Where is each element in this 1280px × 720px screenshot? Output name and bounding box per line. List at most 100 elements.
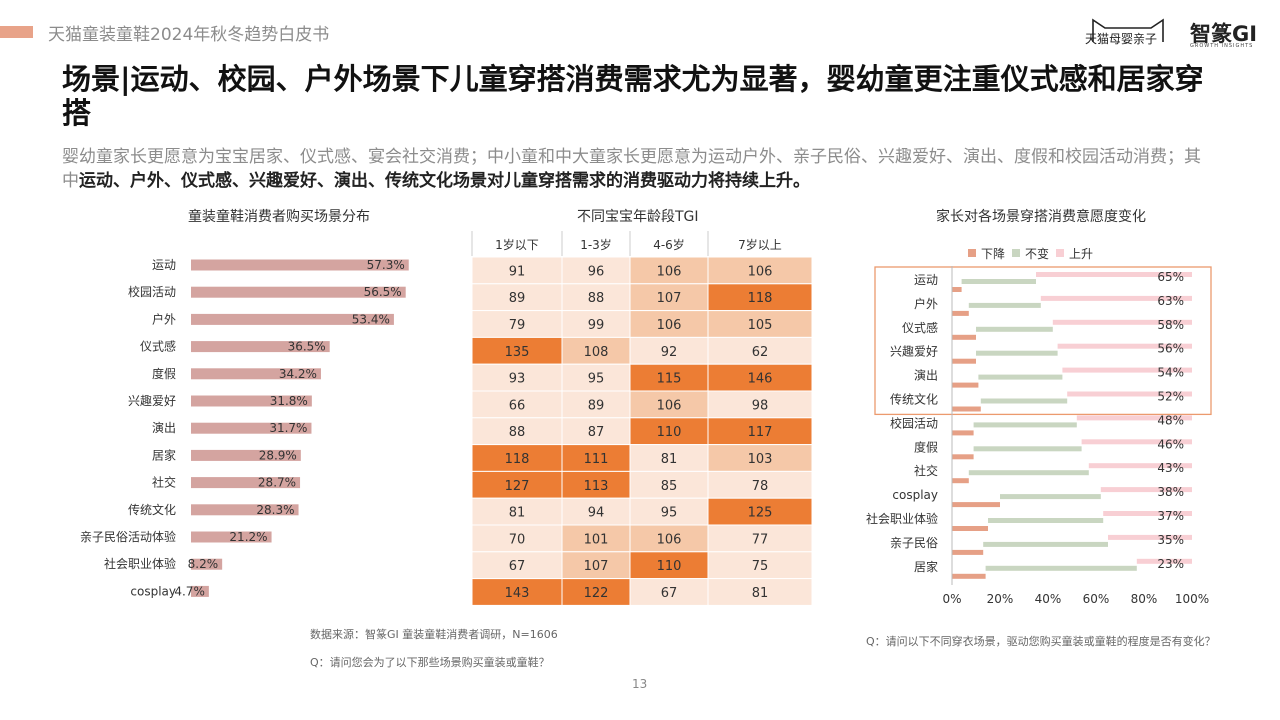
stacked-bar-上升 — [1108, 534, 1192, 540]
bar-value-label: 4.7% — [174, 584, 205, 598]
heatmap-cell-value: 88 — [588, 291, 605, 306]
heatmap-cell — [707, 417, 813, 446]
heatmap-cell — [707, 444, 813, 472]
bar — [191, 531, 272, 543]
heatmap-column-header: 4-6岁 — [653, 237, 685, 252]
heatmap-cell — [629, 551, 709, 580]
rise-value-label: 38% — [1157, 485, 1184, 499]
subtitle-bold: 运动、户外、仪式感、兴趣爱好、演出、传统文化场景对儿童穿搭需求的消费驱动力将持续… — [79, 171, 810, 191]
heatmap-cell — [707, 551, 813, 580]
legend-label: 上升 — [1069, 247, 1093, 261]
stacked-bar-不变 — [968, 302, 1041, 308]
heatmap-cell-value: 75 — [752, 559, 769, 574]
zhizhuan-gi-logo: 智篆GI — [1190, 22, 1258, 46]
stacked-bar-不变 — [985, 565, 1137, 571]
heatmap-cell-value: 105 — [748, 318, 773, 333]
heatmap-cell — [471, 390, 563, 419]
stacked-bar-下降 — [952, 549, 984, 555]
bar-value-label: 56.5% — [364, 285, 402, 299]
stacked-bar-下降 — [952, 406, 981, 412]
heatmap-cell-value: 111 — [584, 452, 609, 467]
heatmap-cell-value: 99 — [588, 318, 605, 333]
rise-value-label: 35% — [1157, 533, 1184, 547]
stacked-bar-下降 — [952, 478, 969, 484]
x-tick-label: 100% — [1175, 592, 1209, 606]
bar — [191, 395, 312, 407]
rise-value-label: 63% — [1157, 294, 1184, 308]
heatmap-cell-value: 81 — [752, 586, 769, 601]
heatmap-cell-value: 106 — [657, 398, 682, 413]
rise-value-label: 43% — [1157, 461, 1184, 475]
stacked-category-label: 运动 — [914, 273, 938, 287]
heatmap-cell-value: 95 — [661, 506, 678, 521]
x-tick-label: 0% — [942, 592, 961, 606]
chart-middle-title: 不同宝宝年龄段TGI — [577, 209, 699, 225]
stacked-bar-不变 — [968, 470, 1089, 476]
legend-swatch — [968, 249, 976, 257]
stacked-category-label: cosplay — [892, 488, 938, 502]
heatmap-cell-value: 94 — [588, 506, 605, 521]
heatmap-cell-value: 135 — [505, 345, 530, 360]
legend-label: 不变 — [1025, 246, 1049, 261]
heatmap-cell — [629, 363, 709, 392]
heatmap-cell-value: 107 — [584, 559, 609, 574]
heatmap-cell-value: 115 — [657, 372, 682, 387]
heatmap-cell-value: 67 — [509, 559, 526, 574]
heatmap-cell-value: 81 — [661, 452, 678, 467]
heatmap-cell-value: 106 — [657, 532, 682, 547]
slide-title: 场景|运动、校园、户外场景下儿童穿搭消费需求尤为显著，婴幼童更注重仪式感和居家穿… — [62, 62, 1204, 130]
stacked-bar-上升 — [1057, 343, 1192, 349]
bar-category-label: 演出 — [152, 420, 176, 435]
stacked-bar-上升 — [1081, 439, 1192, 445]
heatmap-cell-value: 125 — [748, 506, 773, 521]
bar — [191, 422, 312, 434]
heatmap-cell — [707, 497, 813, 526]
page-number: 13 — [632, 677, 648, 691]
heatmap-cell-value: 92 — [661, 345, 678, 360]
chart-left-title: 童装童鞋消费者购买场景分布 — [188, 209, 370, 225]
bar-category-label: 社会职业体验 — [104, 556, 176, 571]
heatmap-cell-value: 110 — [657, 425, 682, 440]
x-tick-label: 40% — [1035, 592, 1062, 606]
bar-value-label: 8.2% — [188, 557, 219, 571]
x-tick-label: 20% — [987, 592, 1014, 606]
legend-swatch — [1012, 249, 1020, 257]
bar — [191, 368, 321, 380]
heatmap-cell — [561, 256, 631, 285]
bar-category-label: 运动 — [152, 258, 176, 272]
rise-value-label: 46% — [1157, 437, 1184, 451]
heatmap-cell-value: 91 — [509, 264, 526, 279]
stacked-category-label: 亲子民俗 — [890, 536, 938, 550]
bar-category-label: 兴趣爱好 — [128, 393, 176, 408]
heatmap-cell-value: 118 — [748, 291, 773, 306]
bar-value-label: 21.2% — [229, 530, 267, 544]
stacked-category-label: 社交 — [914, 463, 938, 478]
heatmap-column-header: 1岁以下 — [495, 237, 539, 252]
bar — [191, 504, 299, 516]
rise-value-label: 23% — [1157, 557, 1184, 571]
bar-category-label: 传统文化 — [128, 502, 176, 517]
bar-value-label: 28.7% — [258, 476, 296, 490]
heatmap-cell-value: 79 — [509, 318, 526, 333]
stacked-bar-上升 — [1136, 558, 1192, 564]
heatmap-cell-value: 98 — [752, 398, 769, 413]
x-tick-label: 80% — [1131, 592, 1158, 606]
bar-value-label: 31.8% — [270, 394, 308, 408]
heatmap-cell-value: 108 — [584, 345, 609, 360]
stacked-category-label: 传统文化 — [890, 392, 938, 407]
zhizhuan-gi-logo-sub: GROWTH INSIGHTS — [1190, 43, 1254, 49]
bar-value-label: 34.2% — [279, 367, 317, 381]
stacked-category-label: 社会职业体验 — [866, 511, 938, 526]
bar — [191, 558, 223, 570]
slide-subtitle: 婴幼童家长更愿意为宝宝居家、仪式感、宴会社交消费；中小童和中大童家长更愿意为运动… — [62, 145, 1212, 193]
stacked-bar-下降 — [952, 454, 974, 460]
heatmap-cell-value: 118 — [505, 452, 530, 467]
heatmap-cell — [471, 336, 563, 365]
header-accent-bar — [0, 26, 33, 38]
bar-value-label: 31.7% — [269, 421, 307, 435]
heatmap-cell-value: 89 — [588, 398, 605, 413]
stacked-bar-不变 — [983, 541, 1108, 547]
heatmap-cell — [629, 417, 709, 446]
stacked-bar-上升 — [1088, 463, 1192, 469]
